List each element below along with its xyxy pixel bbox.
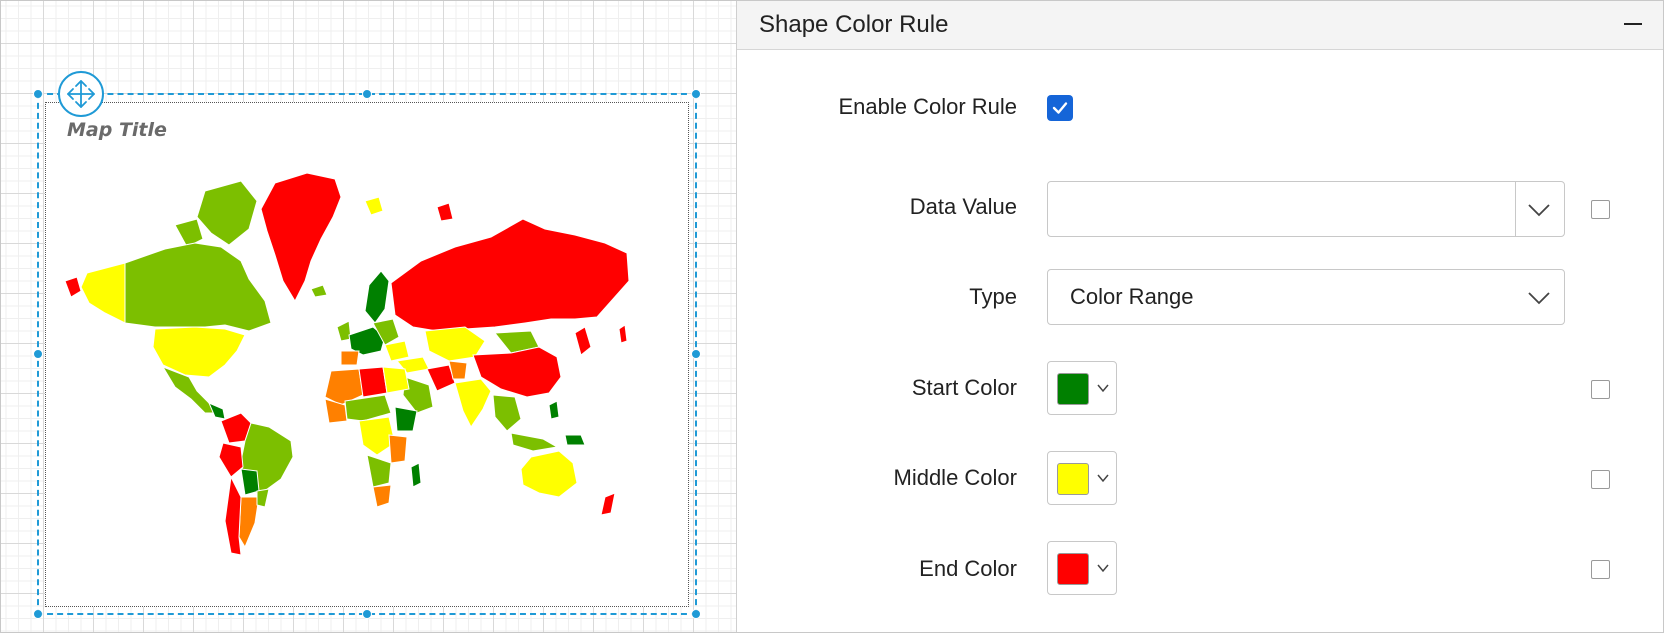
- end-color-expression-checkbox[interactable]: [1591, 560, 1610, 579]
- panel-header[interactable]: Shape Color Rule: [737, 1, 1663, 50]
- resize-handle-bottom[interactable]: [362, 609, 372, 619]
- region-sahel: [344, 394, 392, 422]
- region-alaska-tip: [64, 276, 82, 298]
- type-value: Color Range: [1070, 284, 1194, 309]
- region-usa: [152, 326, 246, 378]
- chevron-down-icon[interactable]: [1096, 471, 1110, 485]
- region-philippines: [548, 400, 560, 420]
- middle-color-picker[interactable]: [1047, 451, 1117, 505]
- region-east-africa: [388, 434, 408, 464]
- region-indonesia: [510, 432, 559, 452]
- region-saudi: [402, 376, 434, 414]
- design-canvas[interactable]: Map Title: [1, 1, 737, 632]
- move-handle[interactable]: [58, 71, 104, 117]
- middle-color-label: Middle Color: [893, 465, 1018, 490]
- region-paraguay: [256, 488, 270, 508]
- region-scandinavia: [364, 270, 390, 324]
- region-new-zealand: [600, 492, 616, 516]
- region-ethiopia: [394, 406, 418, 432]
- region-novaya: [436, 202, 454, 222]
- resize-handle-right[interactable]: [691, 349, 701, 359]
- world-map: [64, 172, 630, 556]
- region-central-africa: [358, 416, 396, 456]
- region-madagascar: [410, 462, 422, 488]
- region-russia: [390, 218, 630, 332]
- chevron-down-icon[interactable]: [1526, 198, 1552, 222]
- resize-handle-top[interactable]: [362, 89, 372, 99]
- map-title: Map Title: [67, 119, 167, 141]
- middle-color-swatch: [1057, 463, 1089, 495]
- start-color-expression-checkbox[interactable]: [1591, 380, 1610, 399]
- data-value-dropdown[interactable]: [1047, 181, 1565, 237]
- end-color-swatch: [1057, 553, 1089, 585]
- region-chile: [224, 475, 242, 556]
- data-value-label: Data Value: [909, 194, 1017, 219]
- region-north-africa-2: [358, 366, 388, 398]
- region-canada-island: [174, 218, 204, 248]
- start-color-swatch: [1057, 373, 1089, 405]
- region-japan: [574, 326, 592, 356]
- region-europe-central: [372, 318, 400, 346]
- move-arrows-icon: [67, 80, 95, 108]
- region-canada-north: [196, 180, 258, 246]
- region-arctic-island: [364, 196, 384, 216]
- region-pacific-island: [618, 324, 628, 344]
- region-south-africa-mid: [366, 454, 392, 488]
- region-afghanistan: [448, 360, 468, 380]
- type-dropdown[interactable]: Color Range: [1047, 269, 1565, 325]
- resize-handle-bottom-left[interactable]: [33, 609, 43, 619]
- checkmark-icon: [1052, 102, 1068, 114]
- region-alaska: [80, 262, 126, 324]
- end-color-label: End Color: [919, 556, 1017, 581]
- region-india: [454, 378, 492, 428]
- region-spain: [340, 350, 360, 366]
- region-argentina: [238, 496, 260, 549]
- region-iceland: [310, 284, 328, 298]
- region-china: [472, 346, 562, 398]
- region-australia: [520, 450, 578, 498]
- resize-handle-top-right[interactable]: [691, 89, 701, 99]
- region-uk: [336, 320, 352, 342]
- enable-color-rule-label: Enable Color Rule: [838, 94, 1017, 119]
- region-europe-west: [348, 326, 386, 356]
- chevron-down-icon[interactable]: [1096, 561, 1110, 575]
- minus-icon[interactable]: [1621, 11, 1645, 35]
- chevron-down-icon[interactable]: [1526, 286, 1552, 310]
- region-greenland: [260, 172, 342, 303]
- region-bolivia: [240, 468, 260, 496]
- end-color-picker[interactable]: [1047, 541, 1117, 595]
- type-label: Type: [969, 284, 1017, 309]
- chevron-down-icon[interactable]: [1096, 381, 1110, 395]
- properties-panel: Shape Color Rule Enable Color Rule Data …: [737, 1, 1663, 632]
- dropdown-divider: [1515, 182, 1516, 236]
- enable-color-rule-checkbox[interactable]: [1047, 95, 1073, 121]
- panel-title: Shape Color Rule: [759, 11, 949, 38]
- region-balkans: [384, 340, 410, 362]
- start-color-label: Start Color: [911, 375, 1017, 400]
- region-west-africa: [324, 398, 348, 424]
- resize-handle-top-left[interactable]: [33, 89, 43, 99]
- region-se-asia: [492, 394, 522, 432]
- resize-handle-bottom-right[interactable]: [691, 609, 701, 619]
- data-value-expression-checkbox[interactable]: [1591, 200, 1610, 219]
- region-egypt: [382, 366, 410, 394]
- start-color-picker[interactable]: [1047, 361, 1117, 415]
- region-peru: [218, 442, 244, 478]
- resize-handle-left[interactable]: [33, 349, 43, 359]
- region-canada: [124, 242, 272, 332]
- region-png: [564, 434, 586, 446]
- region-south-africa: [372, 484, 392, 508]
- middle-color-expression-checkbox[interactable]: [1591, 470, 1610, 489]
